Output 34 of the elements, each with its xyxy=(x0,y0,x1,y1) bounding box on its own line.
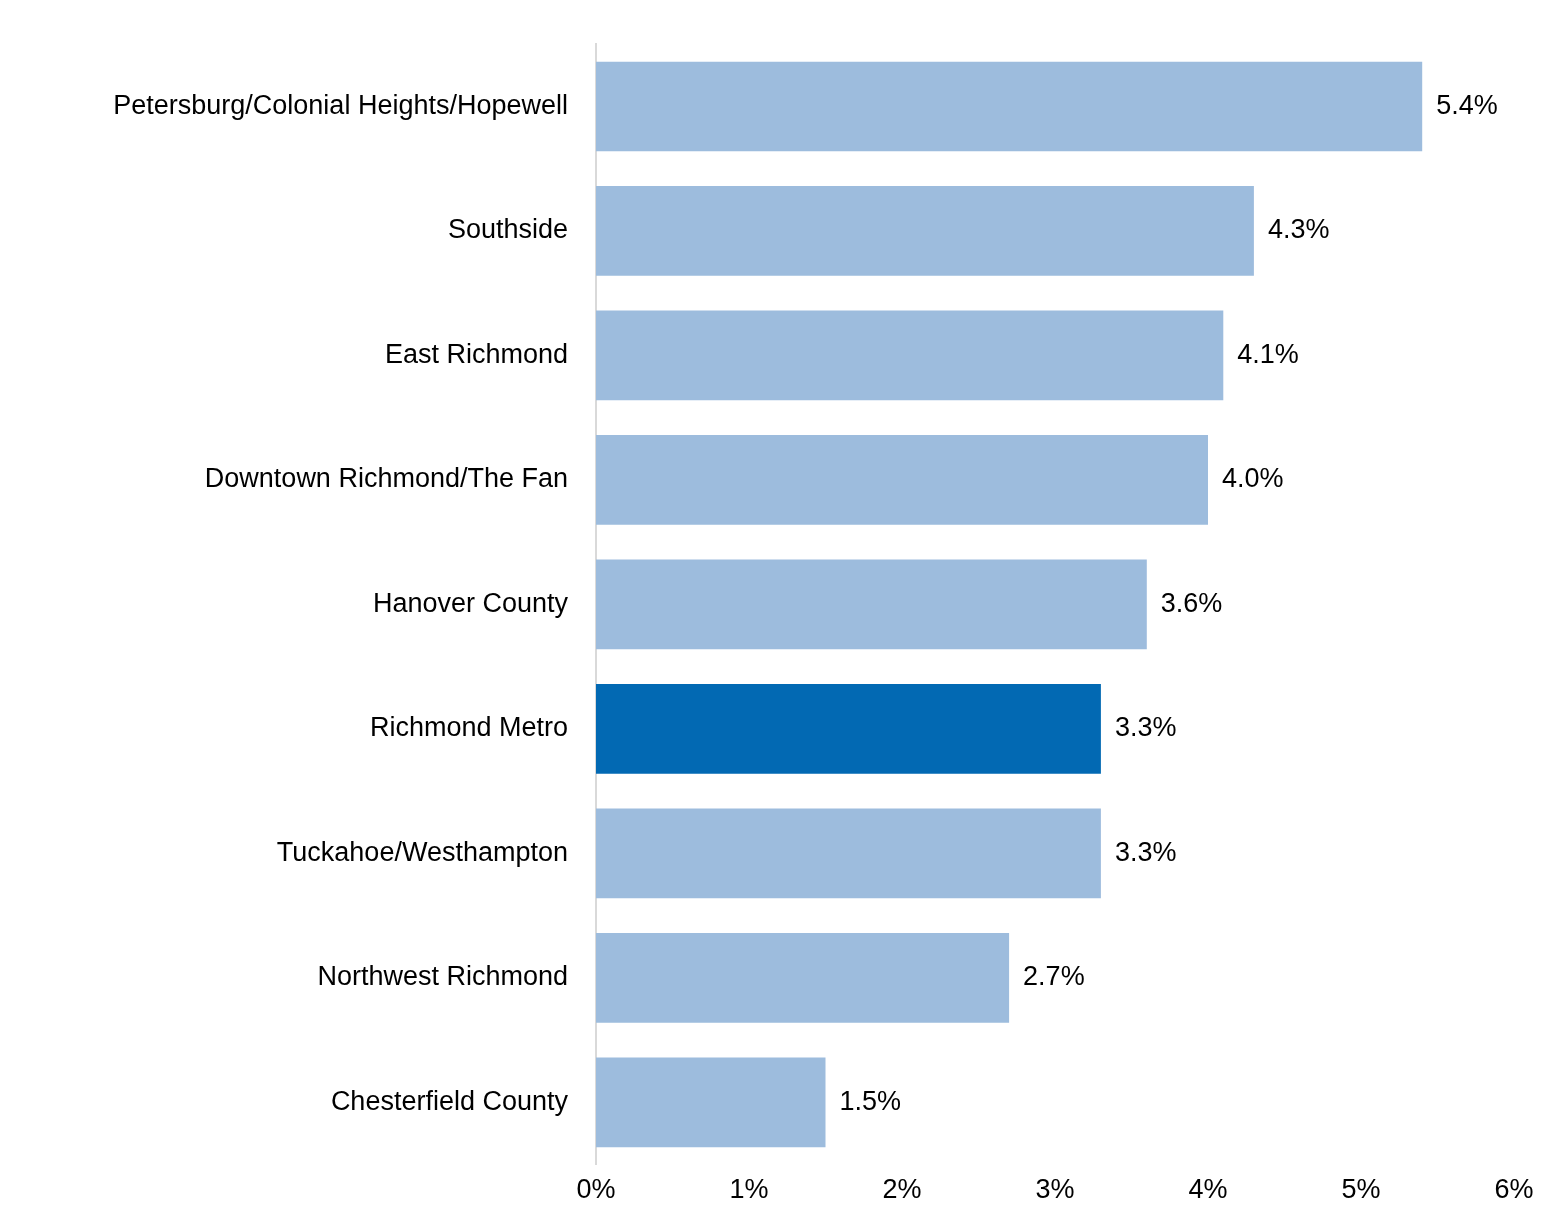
data-label: 3.3% xyxy=(1114,836,1177,867)
bar xyxy=(596,933,1010,1023)
x-tick-label: 1% xyxy=(729,1174,769,1205)
data-label: 4.1% xyxy=(1237,338,1299,369)
bar xyxy=(596,808,1101,899)
x-tick-label: 2% xyxy=(882,1174,922,1205)
y-tick-label: Tuckahoe/Westhampton xyxy=(276,836,568,867)
y-tick-label: Northwest Richmond xyxy=(317,961,568,992)
bar xyxy=(596,61,1423,152)
y-tick-label: Hanover County xyxy=(372,587,569,618)
y-tick-label: Chesterfield County xyxy=(330,1085,569,1116)
bar xyxy=(596,186,1254,276)
x-tick-label: 6% xyxy=(1494,1174,1534,1205)
y-tick-label: East Richmond xyxy=(384,338,568,369)
bar xyxy=(596,310,1224,401)
bar xyxy=(596,435,1208,525)
bar xyxy=(596,1057,826,1148)
data-label: 3.3% xyxy=(1114,712,1177,743)
data-label: 1.5% xyxy=(839,1085,902,1116)
x-tick-label: 3% xyxy=(1035,1174,1075,1205)
data-label: 3.6% xyxy=(1160,587,1223,618)
data-label: 2.7% xyxy=(1023,961,1085,992)
y-tick-label: Southside xyxy=(447,214,568,245)
bar xyxy=(596,559,1147,650)
data-label: 5.4% xyxy=(1436,89,1498,120)
data-label: 4.0% xyxy=(1222,463,1284,494)
y-tick-label: Richmond Metro xyxy=(369,712,568,743)
x-tick-label: 5% xyxy=(1341,1174,1381,1205)
x-tick-label: 0% xyxy=(576,1174,616,1205)
data-label: 4.3% xyxy=(1267,214,1330,245)
x-tick-label: 4% xyxy=(1188,1174,1228,1205)
y-tick-label: Downtown Richmond/The Fan xyxy=(204,463,568,494)
bar xyxy=(596,684,1101,774)
y-tick-label: Petersburg/Colonial Heights/Hopewell xyxy=(113,89,568,120)
